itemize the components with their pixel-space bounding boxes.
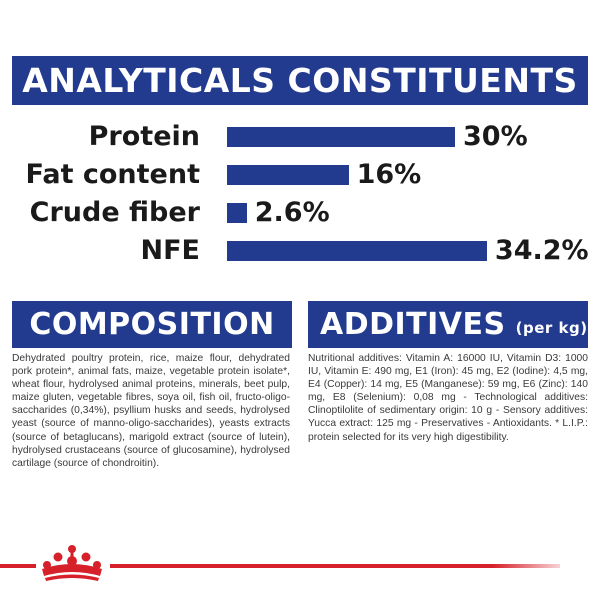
royal-canin-crown-icon [42, 545, 102, 581]
additives-subheading: (per kg) [515, 318, 588, 337]
footer-line-right [110, 564, 560, 568]
constituent-row-fat: Fat content 16% [0, 156, 600, 194]
constituent-value: 2.6% [254, 197, 330, 228]
constituent-bar [227, 203, 247, 223]
constituent-label: NFE [140, 235, 200, 266]
additives-heading-box: ADDITIVES (per kg) [308, 301, 588, 348]
constituent-bar [227, 241, 487, 261]
additives-heading: ADDITIVES [320, 307, 506, 342]
composition-heading: COMPOSITION [12, 301, 292, 348]
constituent-label: Crude fiber [29, 197, 200, 228]
constituent-value: 34.2% [494, 235, 589, 266]
footer-line-left [0, 564, 36, 568]
constituent-value: 16% [356, 159, 422, 190]
constituent-row-fiber: Crude fiber 2.6% [0, 194, 600, 232]
constituent-row-nfe: NFE 34.2% [0, 232, 600, 270]
constituent-bar [227, 127, 455, 147]
constituent-row-protein: Protein 30% [0, 118, 600, 156]
constituent-label: Protein [88, 121, 200, 152]
analytical-constituents-title: ANALYTICALS CONSTITUENTS [12, 56, 588, 105]
constituent-bar [227, 165, 349, 185]
composition-text: Dehydrated poultry protein, rice, maize … [12, 353, 290, 469]
additives-text: Nutritional additives: Vitamin A: 16000 … [308, 353, 588, 443]
constituent-value: 30% [463, 121, 528, 152]
constituent-label: Fat content [25, 159, 200, 190]
